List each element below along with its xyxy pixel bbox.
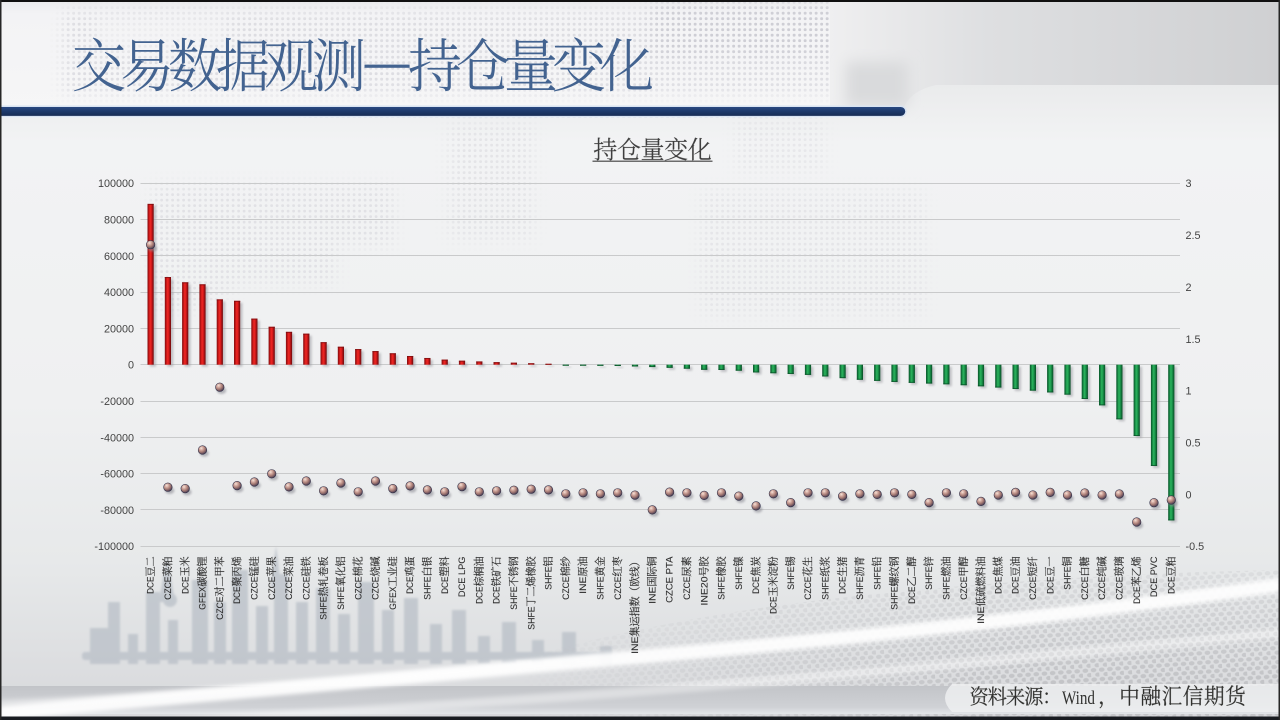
svg-text:CZCE: CZCE <box>802 577 813 600</box>
svg-text:2.5: 2.5 <box>1186 230 1201 242</box>
svg-text:1.5: 1.5 <box>1186 334 1201 346</box>
svg-text:INE: INE <box>975 607 986 624</box>
svg-text:CZCE PTA: CZCE PTA <box>664 556 675 603</box>
svg-text:DCE: DCE <box>491 587 502 604</box>
svg-text:INE: INE <box>577 577 588 594</box>
svg-text:CZCE: CZCE <box>612 577 623 600</box>
svg-text:INE: INE <box>629 637 640 654</box>
svg-text:SHFE: SHFE <box>819 577 830 600</box>
svg-text:1: 1 <box>1186 386 1192 398</box>
svg-text:CZCE: CZCE <box>958 577 969 600</box>
svg-text:SHFE: SHFE <box>335 587 346 610</box>
svg-text:DCE: DCE <box>145 577 156 594</box>
svg-text:SHFE: SHFE <box>508 587 519 610</box>
svg-text:GFEX: GFEX <box>197 586 208 610</box>
svg-text:2: 2 <box>1186 282 1192 294</box>
svg-text:40000: 40000 <box>104 287 134 299</box>
svg-text:-80000: -80000 <box>100 505 134 517</box>
svg-text:CZCE: CZCE <box>1114 577 1125 600</box>
svg-text:-100000: -100000 <box>94 541 134 553</box>
svg-text:DCE: DCE <box>768 597 779 614</box>
svg-text:DCE: DCE <box>1044 577 1055 594</box>
svg-text:CZCE: CZCE <box>1079 577 1090 600</box>
svg-text:CZCE: CZCE <box>1027 577 1038 600</box>
svg-text:SHFE: SHFE <box>854 577 865 600</box>
svg-text:60000: 60000 <box>104 251 134 263</box>
svg-text:-40000: -40000 <box>100 432 134 444</box>
svg-text:SHFE: SHFE <box>1062 567 1073 590</box>
svg-text:DCE: DCE <box>906 587 917 604</box>
svg-text:SHFE: SHFE <box>716 577 727 600</box>
svg-text:DCE: DCE <box>1131 587 1142 604</box>
svg-text:DCE: DCE <box>1165 577 1176 594</box>
svg-text:CZCE: CZCE <box>681 577 692 600</box>
svg-text:DCE PVC: DCE PVC <box>1148 556 1159 597</box>
svg-text:SHFE: SHFE <box>941 577 952 600</box>
svg-text:SHFE: SHFE <box>318 597 329 620</box>
svg-text:DCE: DCE <box>439 577 450 594</box>
svg-text:SHFE: SHFE <box>422 577 433 600</box>
svg-text:-20000: -20000 <box>100 396 134 408</box>
svg-text:Wind: Wind <box>1062 688 1095 709</box>
svg-text:CZCE: CZCE <box>1096 577 1107 600</box>
svg-text:DCE: DCE <box>750 577 761 594</box>
svg-text:CZCE: CZCE <box>300 577 311 600</box>
svg-text:0.5: 0.5 <box>1186 438 1201 450</box>
svg-text:SHFE: SHFE <box>889 587 900 610</box>
svg-text:DCE: DCE <box>179 577 190 594</box>
svg-text:80000: 80000 <box>104 215 134 227</box>
svg-text:INE: INE <box>646 587 657 604</box>
svg-text:SHFE: SHFE <box>785 567 796 590</box>
svg-text:CZCE: CZCE <box>560 577 571 600</box>
svg-text:100000: 100000 <box>98 178 134 190</box>
svg-text:20000: 20000 <box>104 323 134 335</box>
svg-text:DCE: DCE <box>1010 577 1021 594</box>
svg-text:SHFE: SHFE <box>923 567 934 590</box>
svg-text:CZCE: CZCE <box>266 577 277 600</box>
svg-text:SHFE: SHFE <box>871 567 882 590</box>
svg-text:-60000: -60000 <box>100 469 134 481</box>
svg-text:CZCE: CZCE <box>283 577 294 600</box>
svg-text:0: 0 <box>1186 489 1192 501</box>
svg-text:DCE LPG: DCE LPG <box>456 557 467 598</box>
svg-text:DCE: DCE <box>404 577 415 594</box>
svg-text:DCE: DCE <box>473 587 484 604</box>
svg-text:CZCE: CZCE <box>370 577 381 600</box>
svg-text:CZCE: CZCE <box>162 577 173 600</box>
svg-text:INE20: INE20 <box>698 577 709 606</box>
svg-text:GFEX: GFEX <box>387 586 398 610</box>
svg-text:SHFE: SHFE <box>543 567 554 590</box>
svg-text:CZCE: CZCE <box>214 597 225 620</box>
svg-text:0: 0 <box>128 360 134 372</box>
svg-text:CZCE: CZCE <box>249 577 260 600</box>
svg-text:3: 3 <box>1186 178 1192 190</box>
svg-text:DCE: DCE <box>992 577 1003 594</box>
svg-text:SHFE: SHFE <box>595 577 606 600</box>
svg-text:SHFE: SHFE <box>525 607 536 630</box>
svg-text:-0.5: -0.5 <box>1186 541 1205 553</box>
svg-text:DCE: DCE <box>231 587 242 604</box>
svg-text:DCE: DCE <box>837 577 848 594</box>
svg-text:CZCE: CZCE <box>352 577 363 600</box>
svg-text:SHFE: SHFE <box>733 567 744 590</box>
